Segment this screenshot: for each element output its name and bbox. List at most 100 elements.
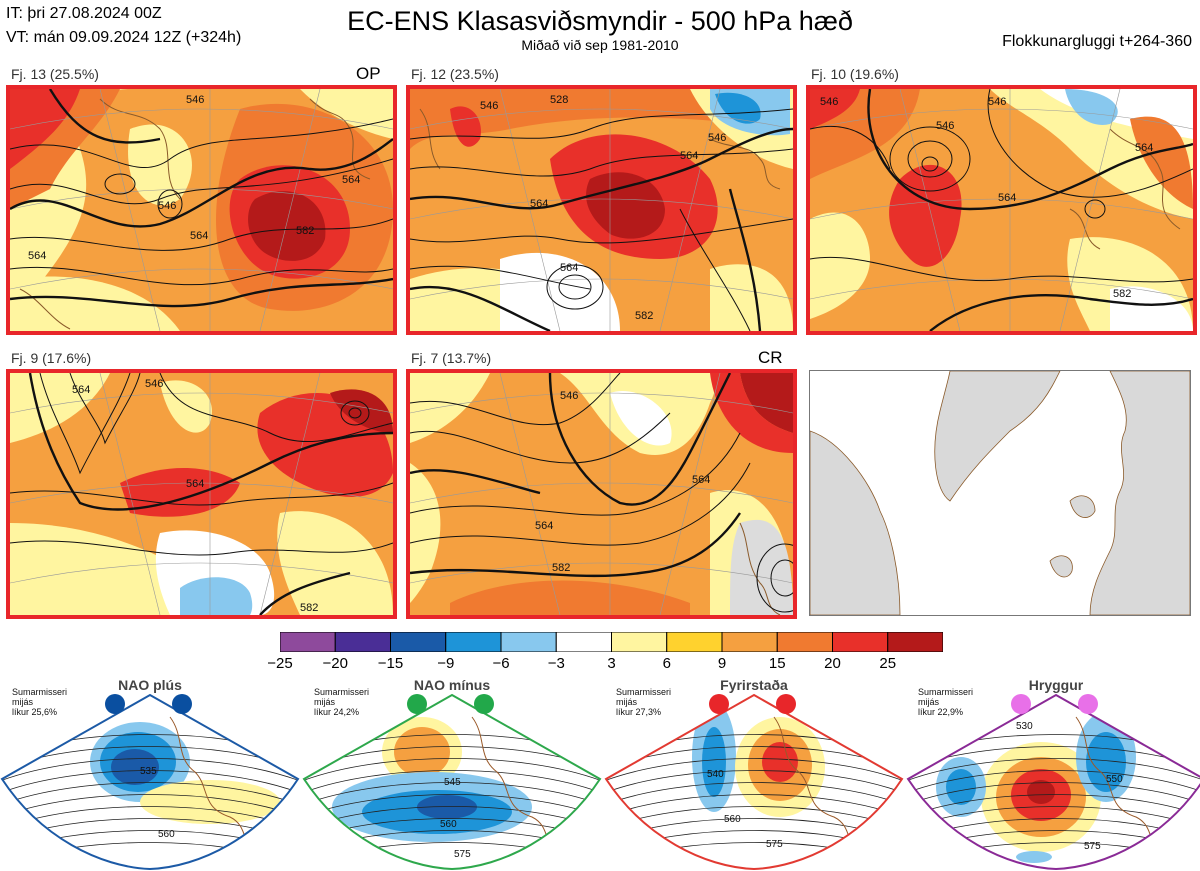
cluster-map-5: 546 564 582 564: [406, 369, 797, 619]
regime-panel: 540 560 575 Fyrirstaða Sumarmisseri mijás líku…: [604, 677, 904, 871]
regime-name: Fyrirstaða: [720, 677, 788, 693]
colorbar-tick-label: 20: [824, 655, 841, 672]
base-map: [809, 370, 1191, 616]
regime-stats: Sumarmisseri mijás líkur 24,2%: [314, 687, 369, 717]
contour-label: 564: [530, 198, 548, 210]
contour-label: 546: [560, 390, 578, 402]
regime-marker-dot-left: [709, 694, 729, 714]
cluster-map-3: 546 546 546 564 582 564: [806, 85, 1197, 335]
regime-contour-label: 530: [1016, 721, 1033, 732]
panel-label-3: Fj. 10 (19.6%): [811, 66, 899, 82]
regime-sim: mijás: [918, 697, 940, 707]
colorbar-segment: [279, 631, 336, 653]
contour-label: 546: [988, 96, 1006, 108]
regime-contour-label: 575: [454, 849, 471, 860]
contour-label: 582: [552, 562, 570, 574]
panel-label-1: Fj. 13 (25.5%): [11, 66, 99, 82]
regime-prob: líkur 25,6%: [12, 707, 58, 717]
contour-label: 546: [480, 100, 498, 112]
colorbar-tick-label: 9: [717, 655, 727, 672]
regime-map: 535 560: [0, 693, 300, 871]
regime-sim: mijás: [314, 697, 336, 707]
regime-stats: Sumarmisseri mijás líkur 22,9%: [918, 687, 973, 717]
colorbar-segment: [776, 631, 833, 653]
panel-label-2: Fj. 12 (23.5%): [411, 66, 499, 82]
regime-prob: líkur 24,2%: [314, 707, 360, 717]
regime-contour-label: 535: [140, 766, 157, 777]
panel-label-4: Fj. 9 (17.6%): [11, 350, 92, 366]
regime-sim: mijás: [12, 697, 34, 707]
regime-contour-label: 560: [158, 829, 175, 840]
regime-season: Sumarmisseri: [314, 687, 370, 697]
colorbar-segment: [334, 631, 391, 653]
colorbar-tick-label: −6: [492, 655, 510, 672]
regime-marker-dot-right: [172, 694, 192, 714]
page-subtitle: Miðað við sep 1981-2010: [521, 37, 679, 53]
regime-season: Sumarmisseri: [918, 687, 974, 697]
regime-contour-label: 550: [1106, 774, 1123, 785]
regime-season: Sumarmisseri: [616, 687, 672, 697]
contour-label: 564: [72, 384, 90, 396]
colorbar-tick-label: 6: [662, 655, 671, 672]
cluster-map-2: 528 546 546 564 564 564 582: [406, 85, 797, 335]
colorbar-segment: [390, 631, 447, 653]
colorbar-segment: [832, 631, 889, 653]
regime-prob: líkur 22,9%: [918, 707, 964, 717]
colorbar-segment: [555, 631, 612, 653]
colorbar-tick-label: 3: [607, 655, 616, 672]
colorbar-tick-label: −3: [547, 655, 565, 672]
contour-label: 546: [820, 96, 838, 108]
panel-label-5: Fj. 7 (13.7%): [411, 350, 492, 366]
regime-contour-label: 560: [440, 819, 457, 830]
valid-time: VT: mán 09.09.2024 12Z (+324h): [6, 29, 242, 46]
regime-marker-dot-right: [474, 694, 494, 714]
regime-panel: 535 560 NAO plús Sumarmisseri mijás líkur 25,…: [0, 677, 300, 871]
regime-sim: mijás: [616, 697, 638, 707]
panel-tag-cr: CR: [758, 348, 783, 367]
colorbar-segment: [721, 631, 778, 653]
regime-season: Sumarmisseri: [12, 687, 68, 697]
contour-label: 546: [158, 200, 176, 212]
regime-contour-label: 575: [766, 839, 783, 850]
colorbar-segment: [666, 631, 723, 653]
regime-map: 545 560 575: [302, 693, 602, 871]
colorbar-tick-label: −15: [377, 655, 404, 672]
colorbar-segment: [887, 631, 944, 653]
regime-marker-dot-left: [105, 694, 125, 714]
contour-label: 564: [342, 174, 360, 186]
regime-stats: Sumarmisseri mijás líkur 25,6%: [12, 687, 67, 717]
contour-label: 546: [708, 132, 726, 144]
contour-label: 564: [692, 474, 710, 486]
contour-label: 582: [296, 225, 314, 237]
regime-contour-label: 540: [707, 769, 724, 780]
colorbar-segment: [500, 631, 557, 653]
classification-window: Flokkunargluggi t+264-360: [1002, 33, 1192, 50]
contour-label: 564: [998, 192, 1016, 204]
contour-label: 582: [635, 310, 653, 322]
contour-label: 564: [190, 230, 208, 242]
regime-contour-label: 560: [724, 814, 741, 825]
regime-contour-label: 575: [1084, 841, 1101, 852]
regime-name: NAO plús: [118, 677, 182, 693]
contour-label: 564: [680, 150, 698, 162]
regime-stats: Sumarmisseri mijás líkur 27,3%: [616, 687, 671, 717]
regime-marker-dot-left: [407, 694, 427, 714]
colorbar-segment: [611, 631, 668, 653]
panel-tag-op: OP: [356, 64, 381, 83]
regime-prob: líkur 27,3%: [616, 707, 662, 717]
contour-label: 546: [186, 94, 204, 106]
contour-label: 546: [936, 120, 954, 132]
colorbar-tick-label: 15: [768, 655, 786, 672]
contour-label: 564: [28, 250, 46, 262]
colorbar: [279, 631, 944, 653]
cluster-map-4: 546 564 564 582: [6, 369, 397, 619]
colorbar-tick-label: −9: [437, 655, 455, 672]
regime-marker-dot-right: [1078, 694, 1098, 714]
contour-label: 564: [1135, 142, 1153, 154]
contour-label: 564: [560, 262, 578, 274]
contour-label: 564: [535, 520, 553, 532]
page-title: EC-ENS Klasasviðsmyndir - 500 hPa hæð: [347, 6, 853, 36]
contour-label: 546: [145, 378, 163, 390]
contour-label: 582: [300, 602, 318, 614]
regime-contour-label: 545: [444, 777, 461, 788]
